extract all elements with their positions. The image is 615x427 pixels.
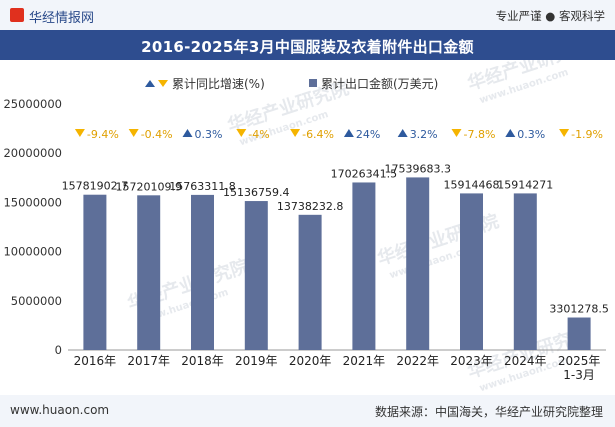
y-tick-label: 0 [55,343,62,357]
x-tick-label: 2024年 [504,354,547,368]
legend-swatch-export [309,79,317,87]
growth-down-triangle-icon [451,129,462,137]
legend-label-export: 累计出口金额(万美元) [321,76,438,91]
growth-value-label: 0.3% [517,128,545,141]
brand-name: 华经情报网 [29,11,95,26]
growth-value-label: -1.9% [571,128,603,141]
growth-value-label: -4% [248,128,269,141]
brand-logo-icon [10,8,24,22]
bar-1 [83,194,107,350]
x-tick-label: 2019年 [235,354,278,368]
y-tick-label: 20000000 [3,146,62,160]
x-tick-label: 2025年 [558,354,601,368]
x-tick-label: 2020年 [289,354,332,368]
legend-down-triangle-icon [158,80,168,87]
growth-value-label: -7.8% [464,128,496,141]
bar-7 [406,177,430,350]
legend-up-triangle-icon [145,80,155,87]
chart-title: 2016-2025年3月中国服装及衣着附件出口金额 [141,38,474,56]
slogan: 专业严谨 ● 客观科学 [495,9,605,23]
bar-value-label: 15781902.7 [62,180,128,193]
data-source: 数据来源：中国海关，华经产业研究院整理 [374,405,603,419]
bar-value-label: 17539683.3 [384,162,450,175]
growth-up-triangle-icon [397,129,408,137]
growth-value-label: 24% [356,128,380,141]
y-tick-label: 15000000 [3,195,62,209]
growth-down-triangle-icon [559,129,570,137]
bar-10 [567,317,591,350]
growth-value-label: -6.4% [302,128,334,141]
footer-bar [0,395,615,427]
x-tick-label: 2016年 [74,354,117,368]
bar-value-label: 17026341.5 [331,167,397,180]
bar-chart: 华经产业研究院www.huaon.com华经产业研究院www.huaon.com… [3,60,609,394]
legend-label-growth: 累计同比增速(%) [172,77,265,91]
x-tick-label: 1-3月 [563,368,595,382]
bar-value-label: 13738232.8 [277,200,343,213]
growth-down-triangle-icon [74,129,85,137]
growth-up-triangle-icon [182,129,193,137]
growth-down-triangle-icon [128,129,139,137]
y-tick-label: 5000000 [11,294,62,308]
bar-6 [352,182,376,350]
growth-up-triangle-icon [343,129,354,137]
bar-9 [513,193,537,350]
x-tick-label: 2021年 [343,354,386,368]
x-tick-label: 2023年 [450,354,493,368]
bar-5 [298,214,322,350]
x-tick-label: 2022年 [396,354,439,368]
x-tick-label: 2018年 [181,354,224,368]
bar-value-label: 15763311.8 [169,180,235,193]
growth-value-label: 3.2% [410,128,438,141]
x-tick-label: 2017年 [127,354,170,368]
growth-down-triangle-icon [290,129,301,137]
title-bar [0,30,615,60]
growth-down-triangle-icon [236,129,247,137]
growth-value-label: -0.4% [141,128,173,141]
bar-value-label: 15914468 [444,178,500,191]
y-tick-label: 10000000 [3,245,62,259]
footer-url: www.huaon.com [10,403,110,417]
bar-2 [137,195,161,350]
bar-8 [460,193,483,350]
bar-3 [191,194,214,350]
growth-value-label: -9.4% [87,128,119,141]
bar-4 [244,201,268,350]
growth-value-label: 0.3% [195,128,223,141]
bar-value-label: 15914271 [497,178,553,191]
y-tick-label: 25000000 [3,97,62,111]
bar-value-label: 15136759.4 [223,186,289,199]
growth-up-triangle-icon [505,129,516,137]
bar-value-label: 15720109.9 [115,180,181,193]
top-banner: 华经情报网 专业严谨 ● 客观科学 [0,0,615,30]
bar-value-label: 3301278.5 [549,303,609,316]
